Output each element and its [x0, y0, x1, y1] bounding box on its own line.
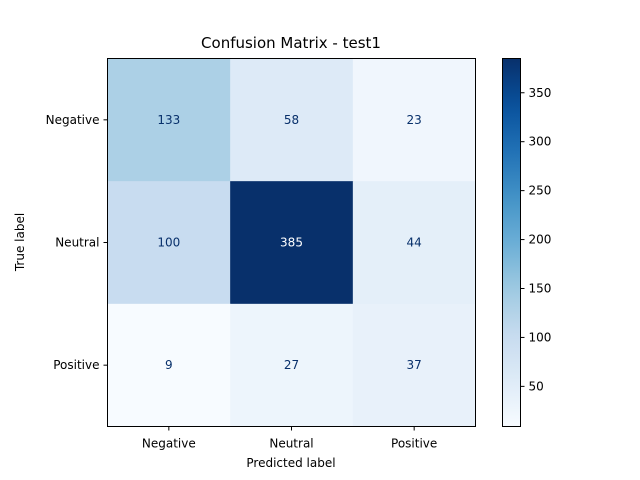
cell-value-label: 133 — [157, 113, 180, 127]
cell-value-label: 37 — [407, 358, 422, 372]
colorbar-tick-label: 50 — [529, 379, 544, 393]
heatmap-cell — [107, 303, 231, 427]
y-axis-label: True label — [13, 213, 27, 272]
cell-value-label: 27 — [284, 358, 299, 372]
heatmap-cell — [352, 58, 476, 182]
cell-value-label: 23 — [407, 113, 422, 127]
cell-value-label: 44 — [407, 236, 422, 250]
colorbar-tick-label: 150 — [529, 282, 552, 296]
cell-value-label: 9 — [165, 358, 173, 372]
x-tick-label: Negative — [142, 437, 196, 451]
heatmap-cell — [352, 181, 476, 305]
x-axis-ticks: Negative Neutral Positive — [142, 426, 437, 451]
colorbar-tick-label: 100 — [529, 330, 552, 344]
heatmap-cell — [230, 58, 354, 182]
cell-value-label: 385 — [280, 236, 303, 250]
cell-value-labels: 133 58 23 100 385 44 9 27 37 — [157, 113, 421, 372]
colorbar-tick-label: 350 — [529, 86, 552, 100]
colorbar-tick-label: 200 — [529, 233, 552, 247]
chart-title: Confusion Matrix - test1 — [201, 34, 381, 52]
heatmap-cell — [230, 303, 354, 427]
x-tick-label: Neutral — [269, 437, 313, 451]
colorbar-tick-label: 300 — [529, 135, 552, 149]
colorbar-ticks: 50 100 150 200 250 300 350 — [520, 86, 552, 393]
x-tick-label: Positive — [391, 437, 437, 451]
heatmap-cell — [230, 181, 354, 305]
heatmap-cell — [352, 303, 476, 427]
cell-value-label: 100 — [157, 236, 180, 250]
y-tick-label: Negative — [46, 113, 100, 127]
heatmap-cell — [107, 58, 231, 182]
heatmap-cell — [107, 181, 231, 305]
y-tick-label: Positive — [53, 358, 99, 372]
heatmap-cells — [107, 58, 476, 427]
colorbar-gradient — [502, 58, 521, 427]
y-tick-label: Neutral — [55, 236, 99, 250]
cell-value-label: 58 — [284, 113, 299, 127]
colorbar-tick-label: 250 — [529, 184, 552, 198]
colorbar — [502, 58, 521, 427]
y-axis-ticks: Negative Neutral Positive — [46, 113, 108, 372]
x-axis-label: Predicted label — [246, 456, 335, 470]
